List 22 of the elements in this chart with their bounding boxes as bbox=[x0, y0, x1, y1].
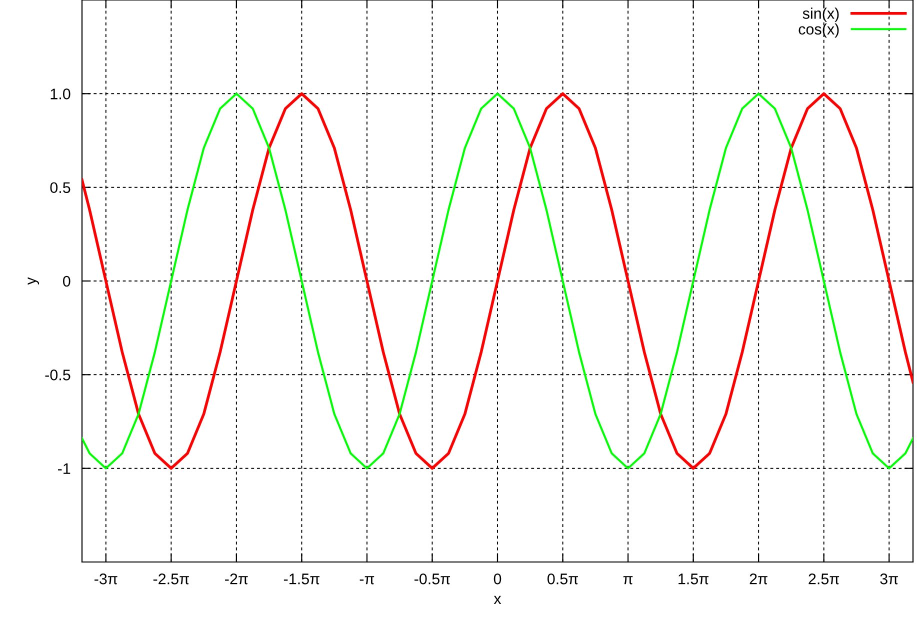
x-tick-label: 0 bbox=[494, 574, 502, 584]
x-tick-label: 1.5π bbox=[678, 574, 709, 584]
x-tick-label: -3π bbox=[94, 574, 118, 584]
x-tick-label: -2π bbox=[225, 574, 248, 584]
x-tick-label: 3π bbox=[880, 574, 898, 584]
x-tick-label: -π bbox=[360, 576, 374, 584]
x-tick-label: -0.5π bbox=[414, 574, 450, 584]
y-tick-label: -1 bbox=[58, 463, 70, 474]
y-tick-label: -0.5 bbox=[45, 370, 70, 380]
x-tick-label: -2.5π bbox=[153, 574, 189, 584]
x-tick-label: 2.5π bbox=[808, 574, 840, 584]
legend-label: sin(x) bbox=[802, 8, 839, 22]
legend-label: cos(x) bbox=[798, 23, 839, 38]
x-tick-label: 0.5π bbox=[547, 574, 578, 584]
x-axis-title: x bbox=[494, 596, 502, 604]
y-tick-label: 1.0 bbox=[50, 88, 70, 100]
x-tick-label: -1.5π bbox=[284, 574, 320, 584]
y-tick-label: 0 bbox=[62, 276, 70, 287]
y-tick-label: 0.5 bbox=[50, 182, 70, 194]
x-tick-label: π bbox=[623, 576, 633, 584]
y-axis-title: y bbox=[28, 277, 40, 285]
x-tick-label: 2π bbox=[750, 574, 768, 584]
